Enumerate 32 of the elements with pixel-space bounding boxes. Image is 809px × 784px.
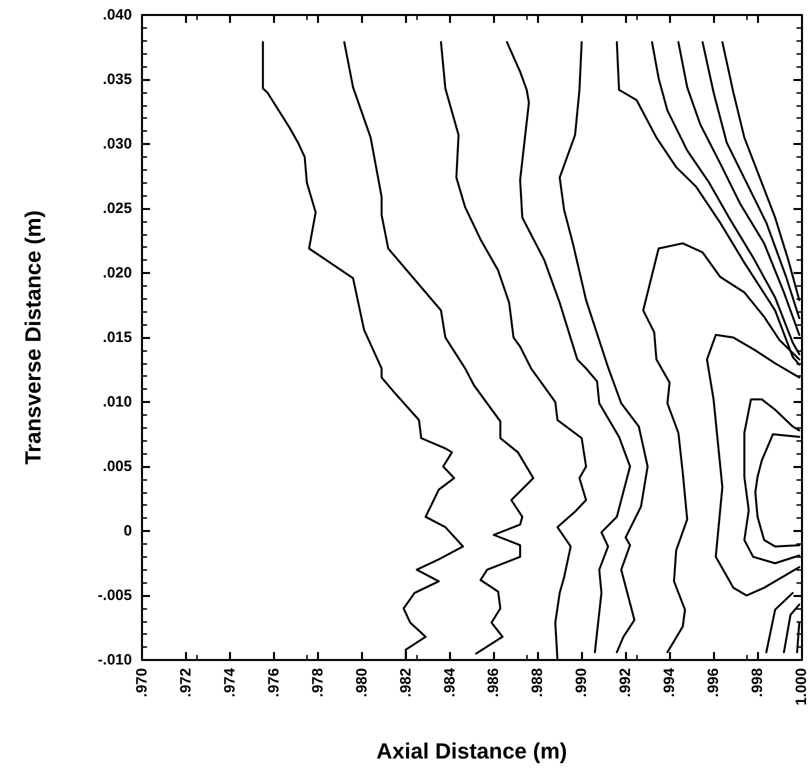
line-series — [558, 41, 649, 654]
y-tick-label: -.005 — [98, 587, 132, 604]
x-tick-label: .984 — [441, 667, 458, 698]
y-tick-label: 0 — [124, 522, 132, 540]
y-tick-label: .035 — [102, 71, 132, 88]
x-tick-label: .970 — [134, 668, 150, 698]
y-tick-label: .030 — [102, 136, 132, 152]
x-tick-label: .992 — [617, 668, 634, 698]
x-tick-label: .976 — [265, 668, 282, 698]
x-tick-label: .988 — [529, 668, 546, 698]
y-tick-label: .025 — [102, 200, 132, 217]
y-tick-label: -.010 — [98, 652, 132, 668]
x-tick-label: .990 — [573, 668, 590, 698]
x-axis-title: Axial Distance (m) — [376, 738, 568, 764]
x-tick-label: .986 — [485, 668, 502, 698]
x-tick-label: .980 — [353, 668, 370, 698]
y-tick-label: .005 — [102, 458, 132, 475]
y-tick-label: .010 — [102, 394, 132, 410]
x-tick-label: .972 — [177, 668, 194, 698]
y-tick-label: .020 — [102, 264, 132, 282]
x-tick-label: 1.000 — [793, 668, 809, 706]
x-tick-label: .978 — [309, 668, 326, 698]
line-series — [343, 41, 534, 655]
x-tick-label: .994 — [661, 667, 678, 698]
y-axis-title: Transverse Distance (m) — [20, 210, 46, 465]
x-tick-label: .998 — [749, 668, 766, 698]
x-tick-label: .996 — [705, 668, 722, 698]
y-tick-label: .040 — [102, 6, 132, 24]
x-tick-label: .982 — [397, 668, 414, 698]
line-series — [506, 41, 632, 654]
y-tick-label: .015 — [102, 329, 132, 346]
x-tick-label: .974 — [221, 667, 238, 698]
